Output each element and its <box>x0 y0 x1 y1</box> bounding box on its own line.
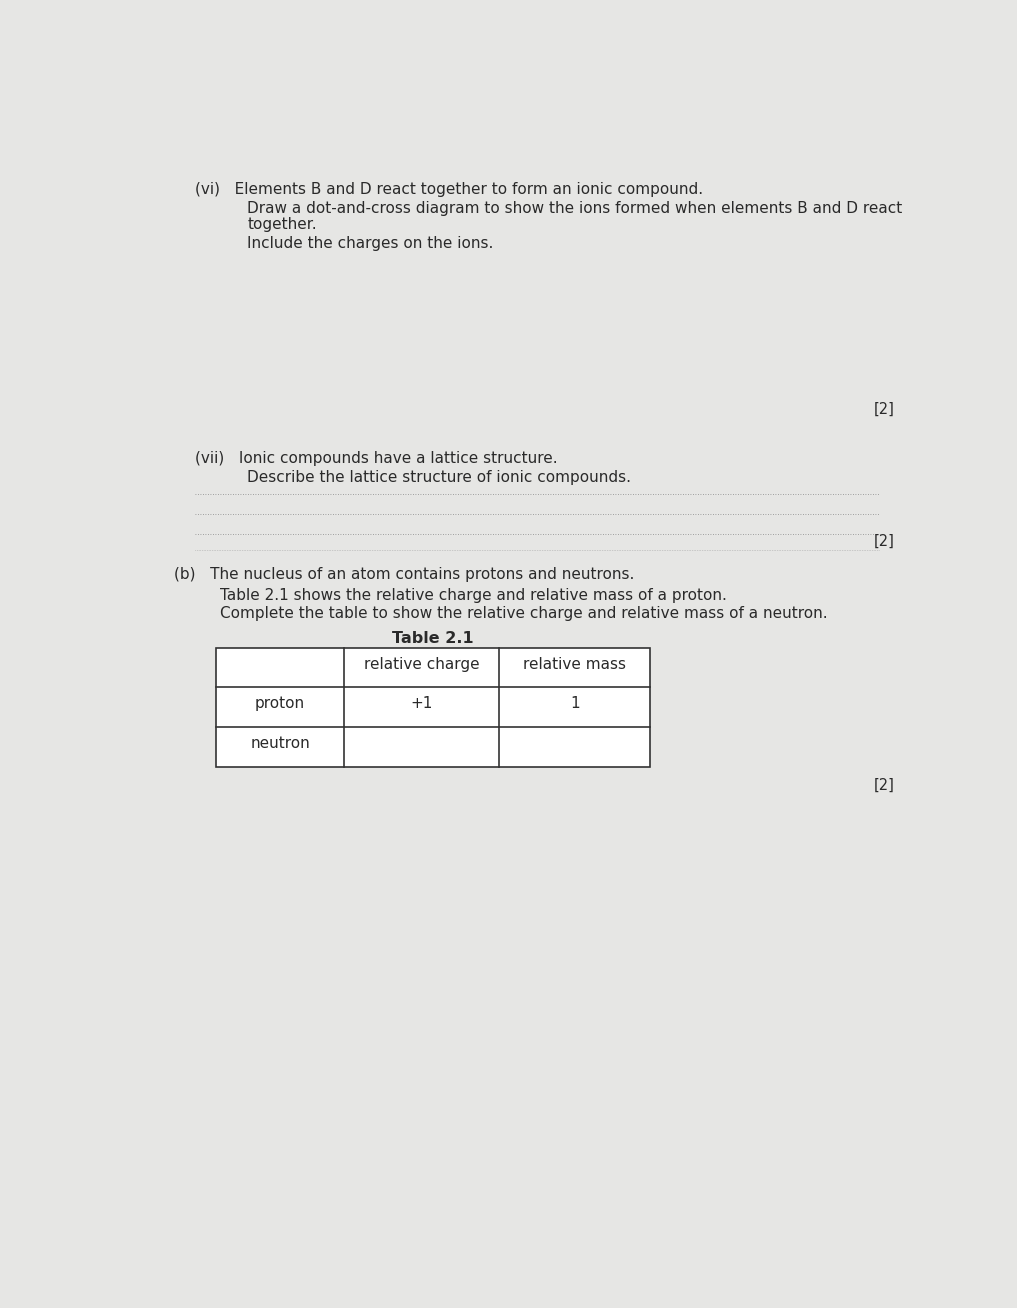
Text: 1: 1 <box>570 696 580 712</box>
Text: relative mass: relative mass <box>523 657 626 672</box>
Text: [2]: [2] <box>874 777 894 793</box>
Text: +1: +1 <box>411 696 433 712</box>
Text: Draw a dot-and-cross diagram to show the ions formed when elements B and D react: Draw a dot-and-cross diagram to show the… <box>247 201 902 216</box>
Text: [2]: [2] <box>874 534 894 549</box>
Text: Table 2.1: Table 2.1 <box>393 630 474 646</box>
Text: relative charge: relative charge <box>364 657 479 672</box>
Text: Table 2.1 shows the relative charge and relative mass of a proton.: Table 2.1 shows the relative charge and … <box>220 589 727 603</box>
Text: Complete the table to show the relative charge and relative mass of a neutron.: Complete the table to show the relative … <box>220 606 828 621</box>
Text: together.: together. <box>247 217 317 232</box>
Text: Include the charges on the ions.: Include the charges on the ions. <box>247 237 493 251</box>
Text: (b)   The nucleus of an atom contains protons and neutrons.: (b) The nucleus of an atom contains prot… <box>174 566 634 582</box>
Text: [2]: [2] <box>874 402 894 417</box>
Text: neutron: neutron <box>250 736 310 751</box>
Bar <box>217 649 650 766</box>
Text: (vi)   Elements B and D react together to form an ionic compound.: (vi) Elements B and D react together to … <box>195 182 704 196</box>
Text: (vii)   Ionic compounds have a lattice structure.: (vii) Ionic compounds have a lattice str… <box>195 451 558 466</box>
Text: proton: proton <box>255 696 305 712</box>
Text: Describe the lattice structure of ionic compounds.: Describe the lattice structure of ionic … <box>247 471 632 485</box>
